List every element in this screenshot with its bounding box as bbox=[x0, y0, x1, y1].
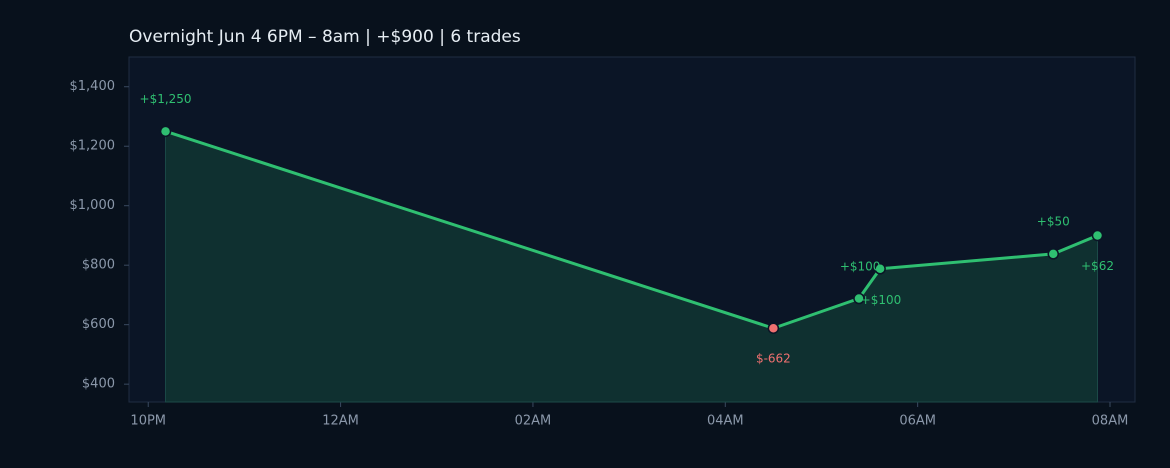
trade-label: +$100 bbox=[840, 259, 881, 273]
point bbox=[1047, 248, 1060, 260]
trade-label: $-662 bbox=[756, 352, 791, 366]
y-tick-label: $600 bbox=[82, 317, 115, 332]
x-tick-label: 04AM bbox=[707, 414, 744, 429]
point bbox=[159, 125, 172, 138]
y-tick-label: $1,200 bbox=[70, 139, 116, 154]
y-tick-label: $1,400 bbox=[70, 79, 116, 94]
trade-label: +$1,250 bbox=[140, 92, 192, 106]
x-tick-label: 02AM bbox=[515, 414, 552, 429]
trade-label: +$62 bbox=[1081, 259, 1114, 273]
x-tick-label: 08AM bbox=[1092, 414, 1129, 429]
x-tick-label: 10PM bbox=[130, 414, 166, 429]
y-tick-label: $1,000 bbox=[70, 198, 116, 213]
point bbox=[874, 263, 886, 275]
x-tick-label: 06AM bbox=[899, 414, 936, 429]
chart-title: Overnight Jun 4 6PM – 8am | +$900 | 6 tr… bbox=[129, 27, 521, 47]
trade-label: +$100 bbox=[861, 293, 902, 307]
point bbox=[853, 292, 865, 305]
line bbox=[165, 129, 1099, 330]
y-tick-label: $800 bbox=[82, 258, 115, 273]
point bbox=[1091, 229, 1104, 242]
trade-label: +$50 bbox=[1037, 214, 1070, 228]
x-tick-label: 12AM bbox=[322, 414, 359, 429]
point bbox=[767, 322, 780, 334]
y-tick-label: $400 bbox=[82, 377, 115, 392]
